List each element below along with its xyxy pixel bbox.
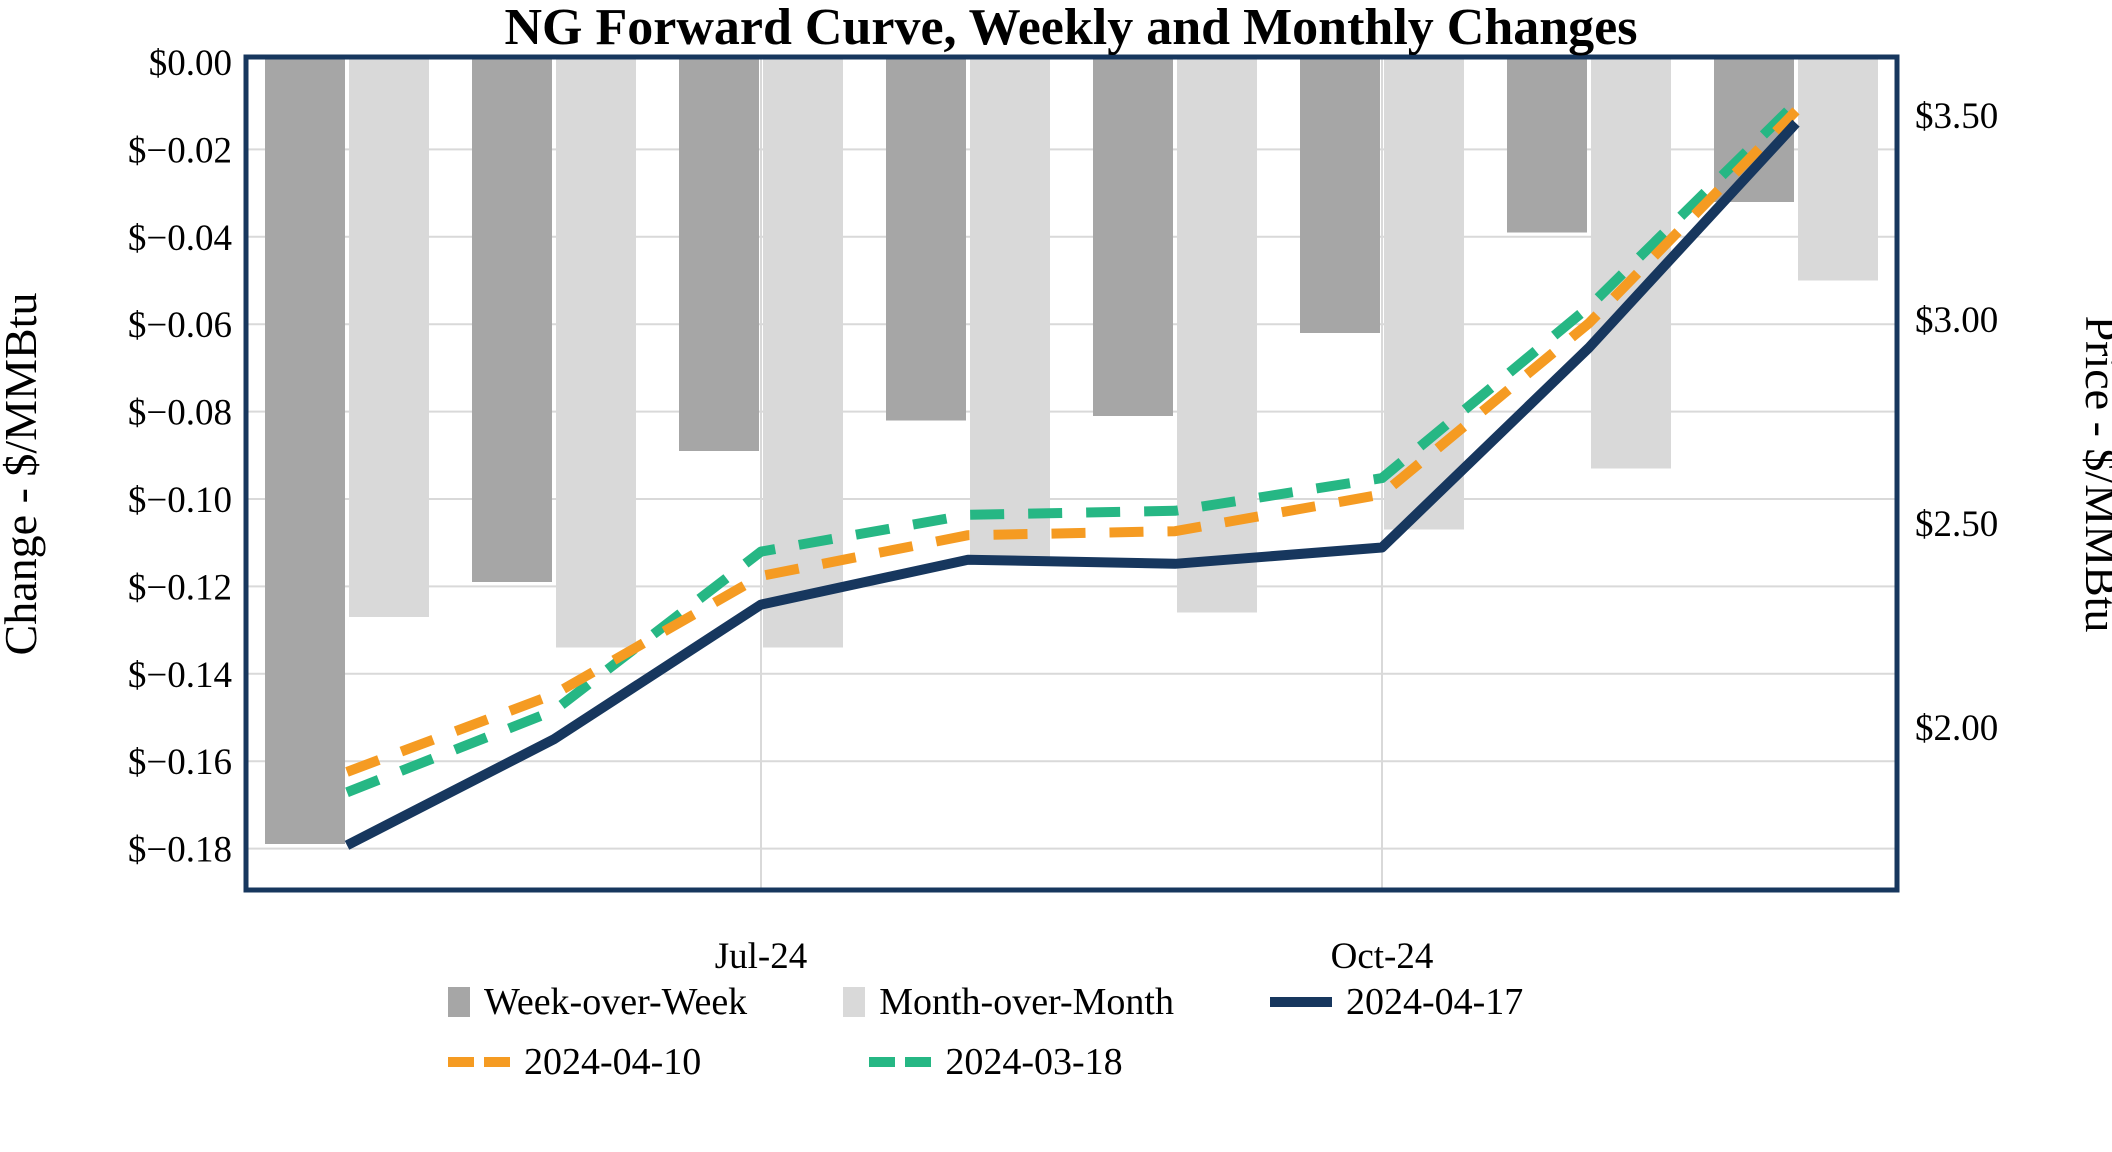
bar-week-over-week-5 — [1300, 59, 1380, 333]
bar-week-over-week-0 — [265, 59, 345, 845]
plot-frame — [243, 54, 1900, 893]
legend-label: Month-over-Month — [879, 981, 1174, 1023]
left-tick-label: $−0.10 — [128, 480, 232, 521]
bar-month-over-month-5 — [1384, 59, 1464, 530]
legend-item-week-over-week: Week-over-Week — [448, 980, 747, 1024]
right-axis-title: Price - $/MMBtu — [2076, 316, 2112, 633]
left-tick-label: $−0.08 — [128, 393, 232, 434]
right-tick-label: $2.50 — [1915, 504, 1998, 545]
legend-row-2: 2024-04-10 2024-03-18 — [448, 1040, 1523, 1084]
bar-week-over-week-4 — [1093, 59, 1173, 416]
bar-month-over-month-1 — [556, 59, 636, 648]
bar-month-over-month-3 — [970, 59, 1050, 561]
right-tick-label: $2.00 — [1915, 708, 1998, 749]
line-2024-03-18 — [345, 99, 1800, 797]
legend-row-1: Week-over-Week Month-over-Month 2024-04-17 — [448, 980, 1523, 1024]
legend-swatch-bar — [843, 987, 866, 1017]
left-tick-label: $−0.16 — [128, 742, 232, 783]
line-2024-04-17 — [344, 119, 1800, 850]
bar-month-over-month-6 — [1591, 59, 1671, 469]
left-tick-label: $−0.14 — [128, 655, 232, 696]
legend-swatch-dashed-line — [448, 1057, 510, 1067]
legend-swatch-bar — [448, 987, 470, 1017]
left-tick-label: $−0.02 — [128, 130, 232, 171]
legend-label: 2024-04-10 — [524, 1041, 702, 1083]
line-2024-04-10 — [345, 107, 1800, 777]
left-axis-title: Change - $/MMBtu — [0, 293, 46, 656]
x-tick-label: Oct-24 — [1331, 936, 1434, 977]
legend: Week-over-Week Month-over-Month 2024-04-17… — [448, 980, 1523, 1084]
chart-title: NG Forward Curve, Weekly and Monthly Cha… — [505, 0, 1638, 56]
legend-label: Week-over-Week — [484, 981, 748, 1023]
legend-item-2024-04-17: 2024-04-17 — [1269, 980, 1524, 1024]
bar-series-layer — [265, 59, 1878, 845]
bar-month-over-month-2 — [763, 59, 843, 648]
left-tick-label: $−0.04 — [128, 218, 232, 259]
legend-swatch-line — [1269, 997, 1332, 1007]
bar-week-over-week-3 — [886, 59, 966, 421]
legend-item-2024-03-18: 2024-03-18 — [869, 1040, 1123, 1084]
bar-week-over-week-1 — [472, 59, 552, 583]
legend-item-month-over-month: Month-over-Month — [843, 980, 1174, 1024]
x-tick-label: Jul-24 — [715, 936, 808, 977]
right-tick-label: $3.50 — [1915, 96, 1998, 137]
axis-tick-labels: $0.00 $−0.02 $−0.04 $−0.06 $−0.08 $−0.10 $−0.1… — [128, 43, 1998, 977]
legend-label: 2024-03-18 — [945, 1041, 1123, 1083]
bar-month-over-month-7 — [1798, 59, 1878, 281]
line-series-layer — [344, 99, 1800, 850]
left-tick-label: $−0.12 — [128, 567, 232, 608]
left-tick-label: $−0.18 — [128, 830, 232, 871]
left-tick-label: $−0.06 — [128, 305, 232, 346]
right-tick-label: $3.00 — [1915, 300, 1998, 341]
bar-week-over-week-6 — [1507, 59, 1587, 233]
bar-month-over-month-0 — [349, 59, 429, 617]
legend-label: 2024-04-17 — [1345, 981, 1524, 1023]
legend-item-2024-04-10: 2024-04-10 — [448, 1040, 701, 1084]
legend-swatch-dashed-line — [869, 1057, 932, 1067]
bar-week-over-week-2 — [679, 59, 759, 451]
left-tick-label: $0.00 — [149, 43, 232, 84]
